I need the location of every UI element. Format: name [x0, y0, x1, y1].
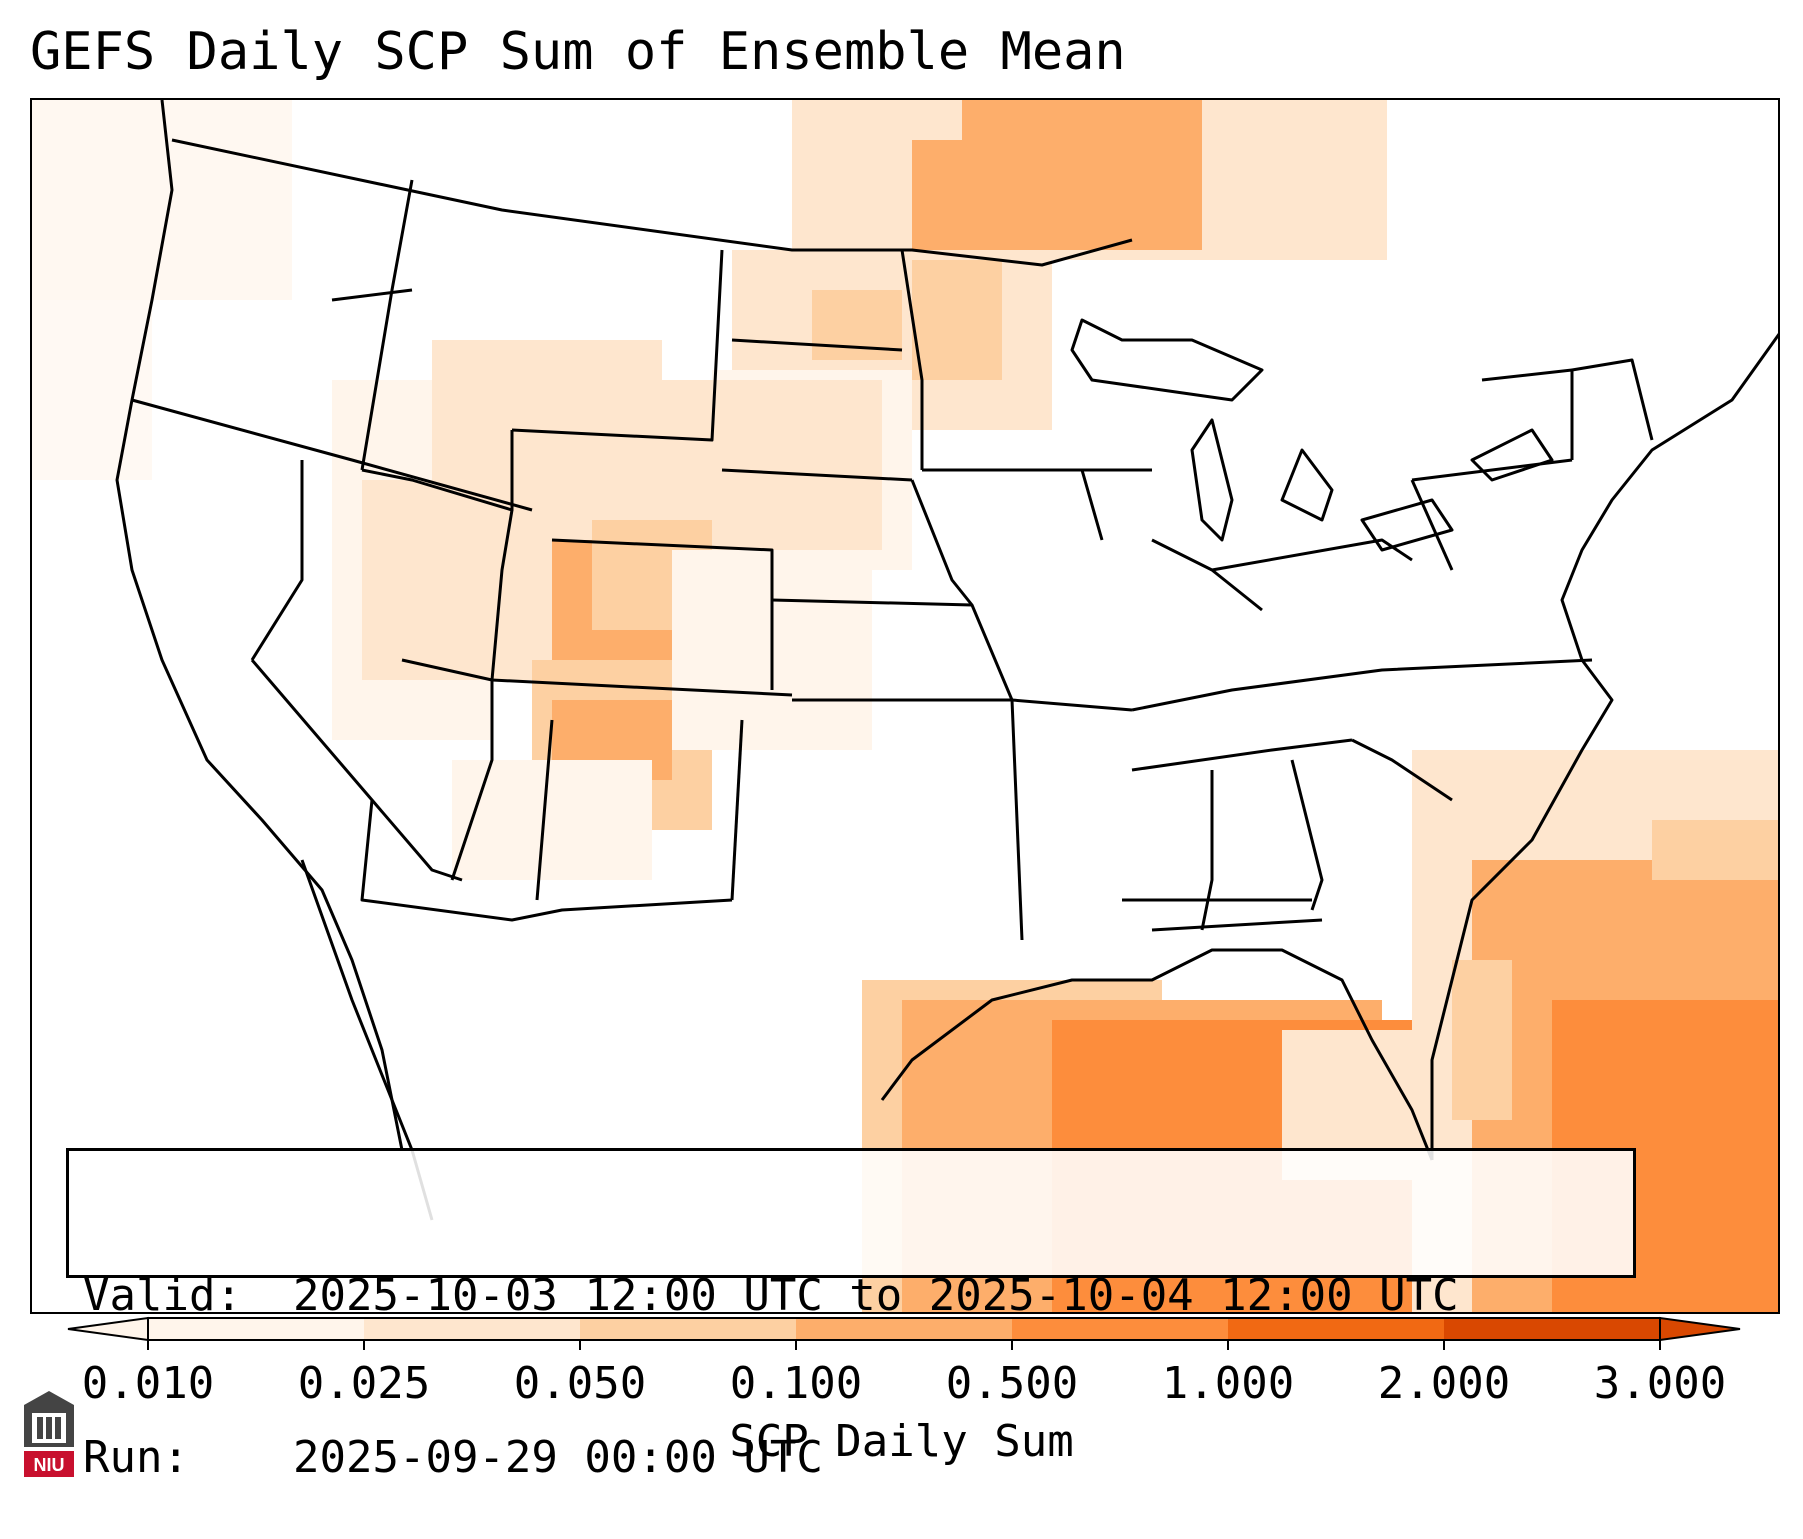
valid-label: Valid:	[83, 1270, 242, 1321]
colorbar-bin	[1444, 1318, 1661, 1340]
colorbar-svg	[67, 1316, 1741, 1350]
colorbar-tick-label: 0.025	[297, 1358, 431, 1409]
colorbar-bin	[1228, 1318, 1445, 1340]
valid-row: Valid: 2025-10-03 12:00 UTC to 2025-10-04…	[83, 1269, 1633, 1323]
state-boundaries	[115, 100, 1778, 1221]
colorbar-extend-low	[67, 1316, 149, 1342]
valid-value: 2025-10-03 12:00 UTC to 2025-10-04 12:00…	[293, 1270, 1459, 1321]
niu-logo: NIU	[24, 1391, 74, 1477]
colorbar-bin	[796, 1318, 1013, 1340]
colorbar-tick-label: 2.000	[1377, 1358, 1511, 1409]
colorbar-bin	[364, 1318, 581, 1340]
colorbar-outline	[147, 1317, 1661, 1341]
colorbar-tick-label: 0.100	[729, 1358, 863, 1409]
run-value: 2025-09-29 00:00 UTC	[293, 1432, 823, 1483]
run-label: Run:	[83, 1432, 189, 1483]
run-row: Run: 2025-09-29 00:00 UTC	[83, 1431, 1633, 1485]
colorbar-tick-label: 0.500	[945, 1358, 1079, 1409]
colorbar-extend-high	[1659, 1316, 1741, 1342]
colorbar-bin	[148, 1318, 365, 1340]
colorbar-bin	[580, 1318, 797, 1340]
chart-title: GEFS Daily SCP Sum of Ensemble Mean	[30, 22, 1126, 82]
colorbar: 0.010 0.025 0.050 0.100 0.500 1.000 2.000 3.000…	[0, 1310, 1803, 1500]
colorbar-label: SCP Daily Sum	[729, 1416, 1074, 1467]
map-frame	[30, 98, 1780, 1314]
validity-info-box: Valid: 2025-10-03 12:00 UTC to 2025-10-04…	[66, 1148, 1636, 1483]
colorbar-tick-label: 3.000	[1593, 1358, 1727, 1409]
colorbar-bin	[1012, 1318, 1229, 1340]
map-canvas	[32, 100, 1778, 1312]
colorbar-tick-label: 0.010	[81, 1358, 215, 1409]
colorbar-tick-label: 0.050	[513, 1358, 647, 1409]
svg-text:NIU: NIU	[34, 1455, 65, 1475]
colorbar-tick-label: 1.000	[1161, 1358, 1295, 1409]
